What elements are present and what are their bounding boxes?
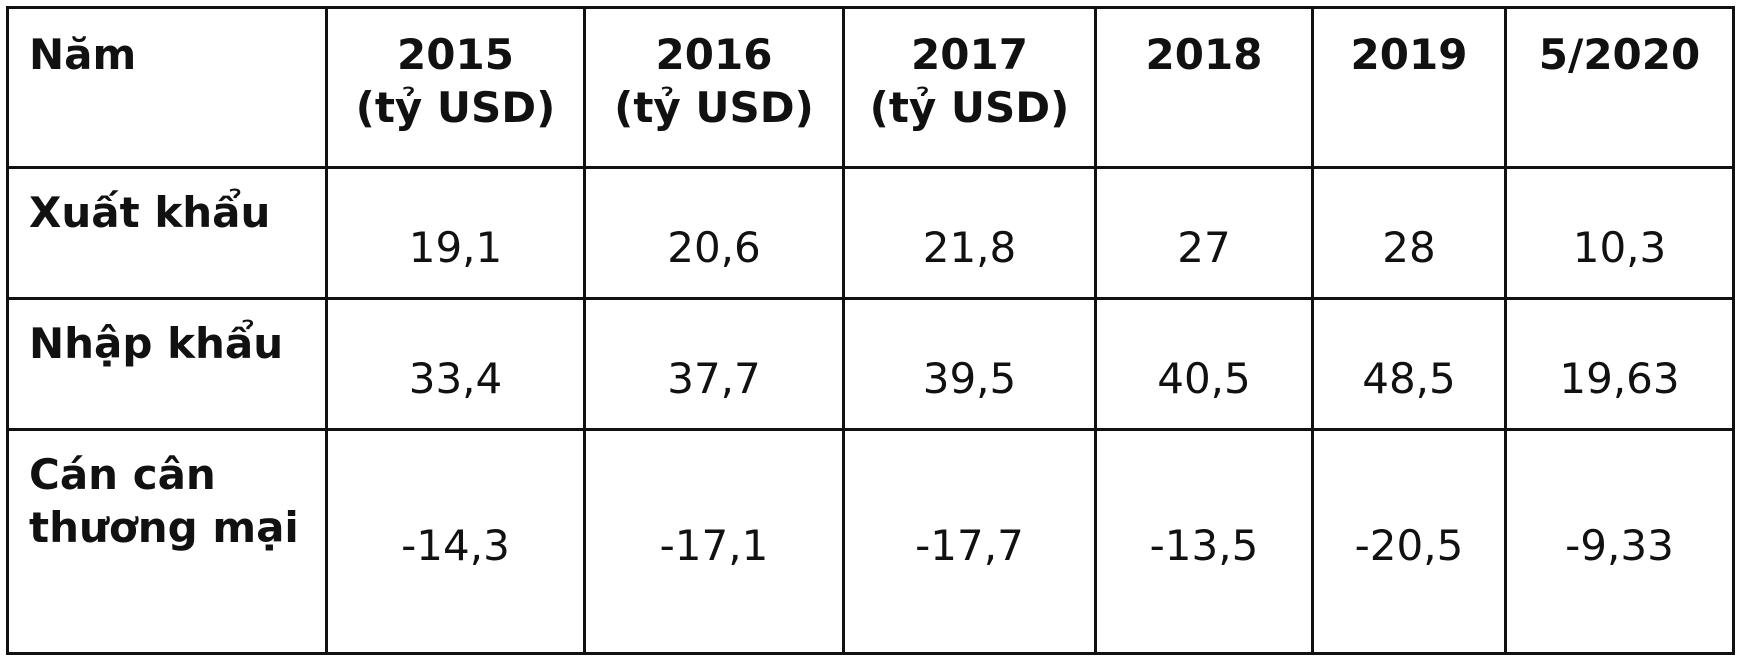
value-cell: 19,63 xyxy=(1504,297,1735,431)
value-cell: -9,33 xyxy=(1504,428,1735,655)
header-cell: Năm xyxy=(6,6,328,169)
header-cell: 2019 xyxy=(1311,6,1507,169)
value-cell: 20,6 xyxy=(583,166,845,300)
value-cell: -14,3 xyxy=(325,428,586,655)
value-cell: 27 xyxy=(1094,166,1314,300)
header-cell: 5/2020 xyxy=(1504,6,1735,169)
value-cell: -17,7 xyxy=(842,428,1097,655)
header-cell: 2018 xyxy=(1094,6,1314,169)
value-cell: -13,5 xyxy=(1094,428,1314,655)
data-row: Xuất khẩu 19,1 20,6 21,8 27 28 10,3 xyxy=(6,166,1735,300)
value-cell: 28 xyxy=(1311,166,1507,300)
value-cell: 33,4 xyxy=(325,297,586,431)
value-cell: 39,5 xyxy=(842,297,1097,431)
value-cell: 21,8 xyxy=(842,166,1097,300)
value-cell: 37,7 xyxy=(583,297,845,431)
row-header: Cán cân thương mại xyxy=(6,428,328,655)
header-cell: 2017 (tỷ USD) xyxy=(842,6,1097,169)
row-header: Xuất khẩu xyxy=(6,166,328,300)
table-body: Năm 2015 (tỷ USD) 2016 (tỷ USD) 2017 (tỷ US… xyxy=(6,6,1735,655)
data-row: Cán cân thương mại -14,3 -17,1 -17,7 -13,5 -2… xyxy=(6,428,1735,655)
value-cell: 40,5 xyxy=(1094,297,1314,431)
trade-table: Năm 2015 (tỷ USD) 2016 (tỷ USD) 2017 (tỷ US… xyxy=(6,6,1735,655)
header-cell: 2016 (tỷ USD) xyxy=(583,6,845,169)
value-cell: -17,1 xyxy=(583,428,845,655)
value-cell: -20,5 xyxy=(1311,428,1507,655)
data-row: Nhập khẩu 33,4 37,7 39,5 40,5 48,5 19,63 xyxy=(6,297,1735,431)
value-cell: 10,3 xyxy=(1504,166,1735,300)
row-header: Nhập khẩu xyxy=(6,297,328,431)
header-row: Năm 2015 (tỷ USD) 2016 (tỷ USD) 2017 (tỷ US… xyxy=(6,6,1735,169)
header-cell: 2015 (tỷ USD) xyxy=(325,6,586,169)
value-cell: 48,5 xyxy=(1311,297,1507,431)
value-cell: 19,1 xyxy=(325,166,586,300)
